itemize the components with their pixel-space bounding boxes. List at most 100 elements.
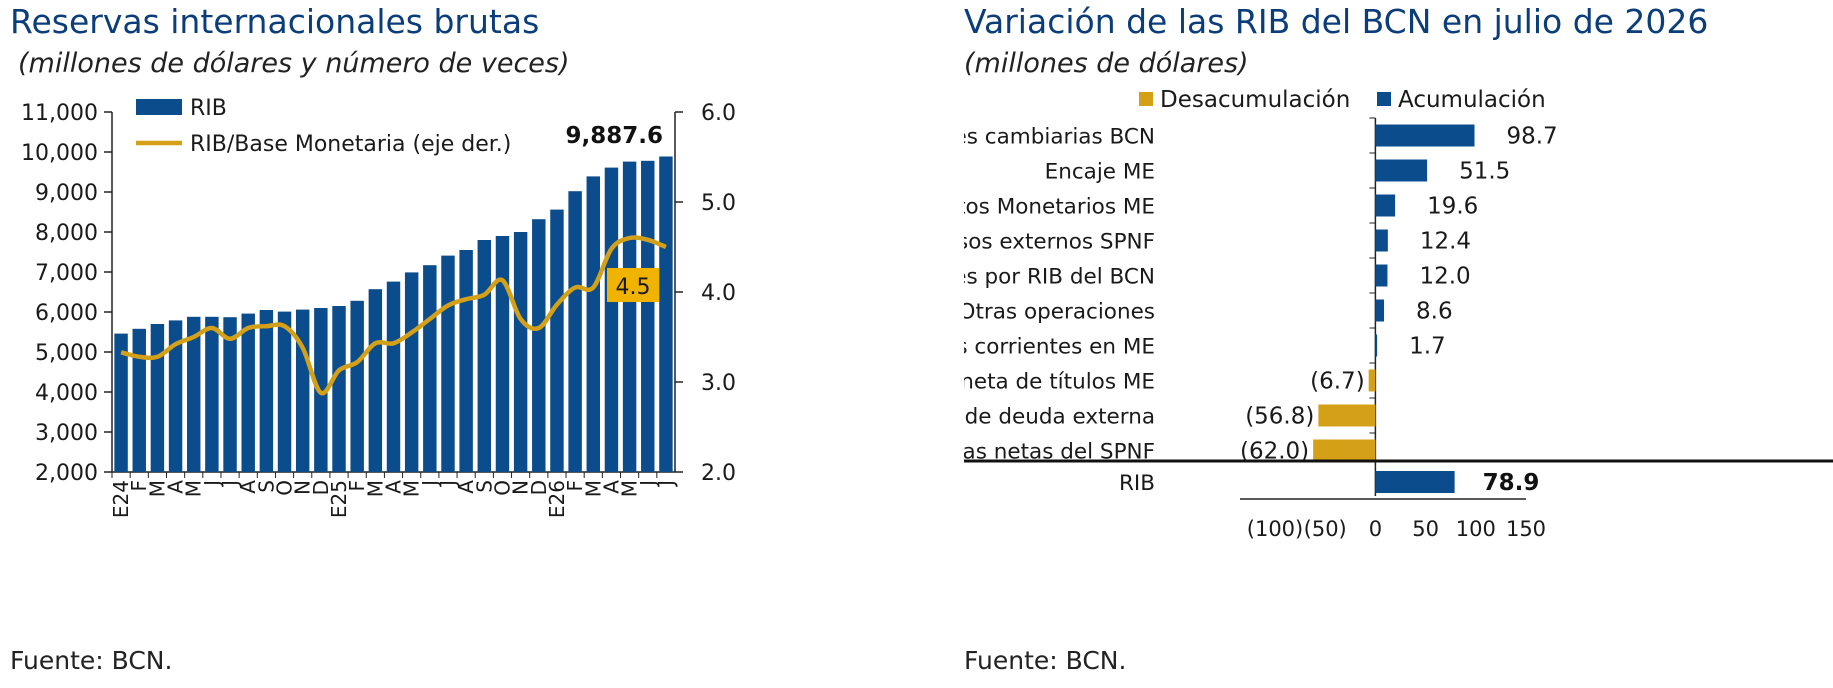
x-tick-label: J [636, 480, 660, 488]
rib-bar [513, 232, 528, 472]
left-chart-panel: Reservas internacionales brutas (millone… [0, 0, 800, 688]
left-tick-label: 5,000 [35, 341, 98, 366]
x-tick-label: M [581, 480, 605, 497]
x-tick-label: J [218, 480, 242, 488]
left-tick-label: 4,000 [35, 381, 98, 406]
rib-bar [150, 324, 165, 472]
total-value-label: 78.9 [1483, 470, 1540, 496]
category-label: Depósitos Monetarios ME [964, 195, 1155, 220]
right-chart-title: Variación de las RIB del BCN en julio de… [964, 2, 1709, 41]
legend-pos-swatch [1377, 92, 1391, 106]
value-label: (56.8) [1245, 404, 1314, 430]
rib-bar [187, 316, 201, 472]
total-bar [1375, 471, 1455, 493]
left-chart-svg: 2,000 3,000 4,000 5,000 6,000 7,000 8,000 9,000… [21, 96, 736, 518]
left-chart-title: Reservas internacionales brutas [10, 2, 540, 41]
x-tick-label: 0 [1369, 517, 1382, 541]
category-label: Servicio de deuda externa [964, 405, 1155, 430]
left-tick-label: 7,000 [35, 261, 98, 286]
value-label: 8.6 [1416, 299, 1453, 325]
x-tick-label: M [182, 480, 206, 497]
legend-neg-label: Desacumulación [1160, 87, 1350, 113]
accumulation-bar [1375, 124, 1475, 147]
legend-neg-swatch [1139, 92, 1153, 106]
x-tick-label: M [400, 480, 424, 497]
decumulation-bar [1368, 369, 1376, 392]
x-tick-label: 100 [1456, 517, 1496, 541]
ratio-line [120, 235, 667, 396]
x-tick-label: J [200, 480, 224, 488]
value-label: 98.7 [1506, 124, 1557, 150]
x-tick-label: N [509, 480, 533, 495]
rib-bar [477, 240, 492, 472]
rib-bar [404, 272, 419, 472]
rib-bar [259, 310, 274, 472]
x-tick-label: J [654, 480, 678, 488]
x-tick-label: M [363, 480, 387, 497]
rib-bar [441, 255, 455, 472]
rib-bar [622, 161, 637, 472]
left-chart-subtitle: (millones de dólares y número de veces) [18, 48, 570, 79]
x-tick-label: A [382, 480, 406, 494]
x-tick-label: M [145, 480, 169, 497]
x-tick-label: (50) [1304, 517, 1347, 541]
legend-line-label: RIB/Base Monetaria (eje der.) [190, 132, 511, 157]
right-tick-label: 4.0 [701, 281, 736, 306]
rib-bar [532, 219, 546, 472]
x-tick-label: O [273, 480, 297, 496]
legend-bar-label: RIB [190, 96, 227, 121]
rib-bar [168, 320, 183, 472]
accumulation-bar [1375, 229, 1388, 252]
right-chart-svg: Desacumulación Acumulación Operaciones cam… [964, 87, 1833, 541]
category-label: Intereses por RIB del BCN [964, 265, 1155, 290]
last-bar-callout: 9,887.6 [566, 123, 664, 149]
rib-bar [368, 289, 383, 472]
x-tick-label: J [418, 480, 442, 488]
rib-bar [641, 160, 655, 473]
ratio-callout-label: 4.5 [616, 275, 651, 300]
x-tick-label: D [527, 480, 551, 495]
rib-bar [550, 209, 564, 472]
left-tick-label: 10,000 [21, 141, 98, 166]
x-tick-label: F [345, 480, 369, 492]
accumulation-bar [1375, 194, 1396, 217]
value-label: 51.5 [1459, 159, 1510, 185]
x-tick-label: 150 [1506, 517, 1546, 541]
rib-bar [241, 313, 255, 472]
decumulation-bar [1318, 404, 1376, 427]
x-tick-label: M [618, 480, 642, 497]
x-tick-label: E25 [327, 480, 351, 518]
left-tick-label: 9,000 [35, 181, 98, 206]
rib-bar [386, 281, 401, 472]
x-tick-label: F [127, 480, 151, 492]
x-tick-label: E26 [545, 480, 569, 518]
rib-bar [568, 191, 582, 472]
value-label: 1.7 [1409, 334, 1446, 360]
value-label: 19.6 [1427, 194, 1478, 220]
x-tick-label: A [236, 480, 260, 494]
right-tick-label: 6.0 [701, 101, 736, 126]
rib-bar [332, 306, 346, 472]
x-tick-label: J [436, 480, 460, 488]
left-chart-source: Fuente: BCN. [10, 646, 173, 675]
accumulation-bar [1375, 159, 1428, 182]
category-label: Cuentas corrientes en ME [964, 335, 1155, 360]
left-tick-label: 2,000 [35, 461, 98, 486]
right-tick-label: 5.0 [701, 191, 736, 216]
category-label: Operaciones cambiarias BCN [964, 125, 1155, 150]
category-label: Recursos externos SPNF [964, 230, 1155, 255]
total-category-label: RIB [1119, 471, 1155, 496]
right-chart-source: Fuente: BCN. [964, 646, 1127, 675]
value-label: (6.7) [1310, 369, 1365, 395]
right-tick-label: 3.0 [701, 371, 736, 396]
x-tick-label: A [454, 480, 478, 494]
legend-bar-swatch [136, 99, 182, 115]
x-tick-label: N [291, 480, 315, 495]
ratio-callout-box [607, 268, 659, 302]
x-tick-label: O [490, 480, 514, 496]
right-tick-label: 2.0 [701, 461, 736, 486]
left-tick-label: 6,000 [35, 301, 98, 326]
rib-bar [295, 309, 310, 472]
rib-bar [459, 250, 473, 472]
x-tick-label: E24 [109, 480, 133, 518]
